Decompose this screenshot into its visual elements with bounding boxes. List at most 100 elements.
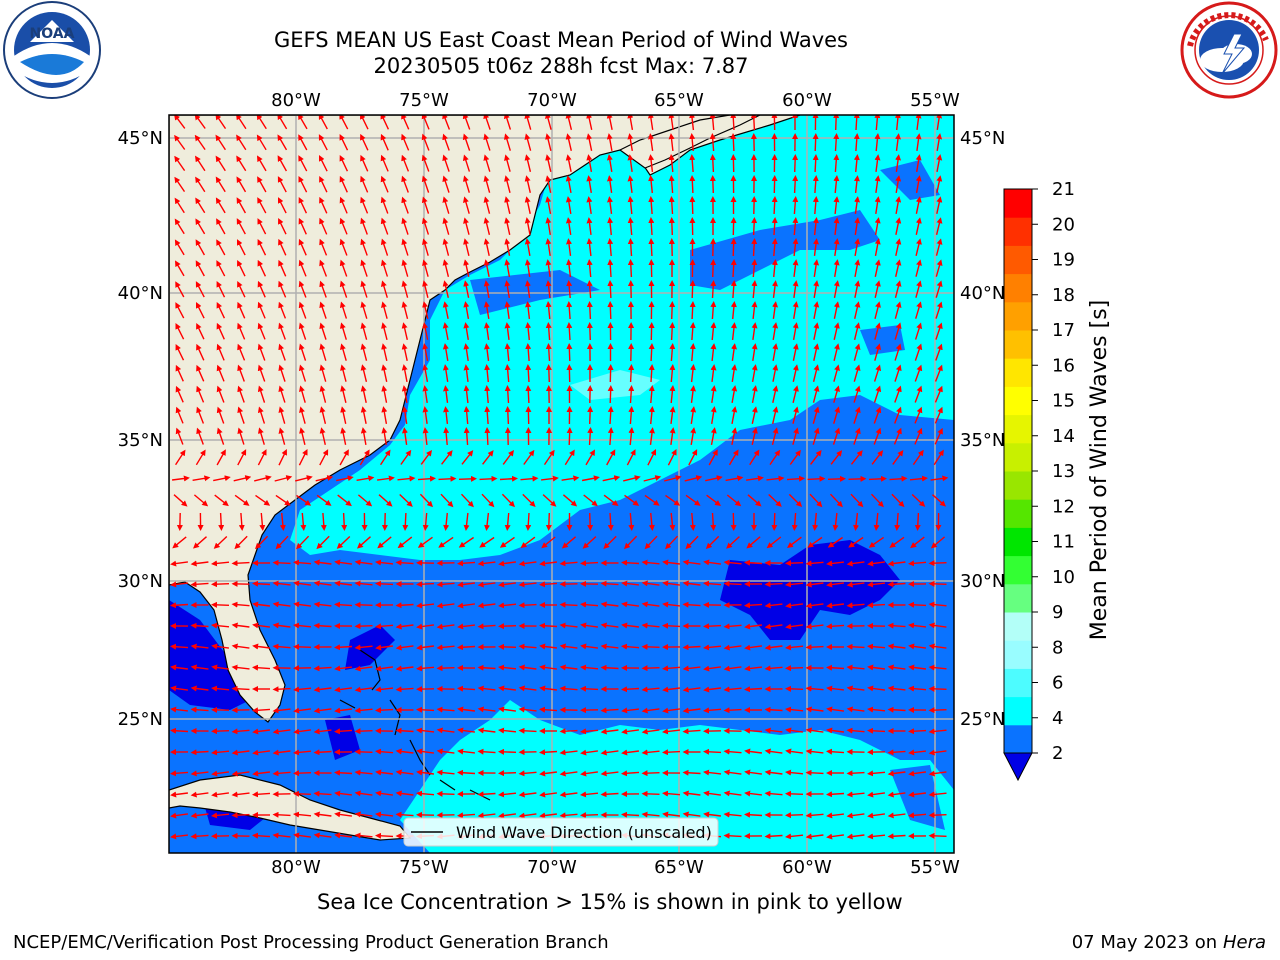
wave-direction-arrow	[914, 343, 923, 361]
wave-direction-arrow	[749, 449, 760, 466]
wave-direction-arrow	[682, 728, 701, 735]
wave-direction-arrow	[397, 475, 416, 482]
wave-direction-arrow	[627, 115, 634, 131]
wave-direction-arrow	[723, 623, 742, 630]
colorbar-tick-label: 13	[1052, 461, 1075, 482]
wave-direction-arrow	[170, 581, 188, 588]
lat-label-left: 40°N	[118, 283, 163, 304]
wave-direction-arrow	[914, 427, 923, 445]
wave-direction-arrow	[792, 238, 799, 257]
wave-direction-arrow	[442, 196, 450, 214]
wave-direction-arrow	[298, 238, 307, 256]
wave-direction-arrow	[932, 494, 946, 507]
wave-direction-arrow	[277, 155, 288, 172]
period-below-2-patch	[169, 600, 250, 710]
wave-direction-arrow	[665, 494, 681, 506]
wave-direction-arrow	[313, 707, 332, 714]
wave-direction-arrow	[751, 301, 758, 319]
wave-direction-arrow	[607, 217, 614, 236]
wave-direction-arrow	[586, 115, 593, 130]
wave-direction-arrow	[908, 728, 927, 735]
wave-direction-arrow	[602, 475, 621, 482]
wave-direction-arrow	[252, 749, 270, 756]
wave-direction-arrow	[685, 494, 701, 506]
wave-direction-arrow	[703, 707, 722, 714]
colorbar-segment	[1004, 724, 1032, 754]
wave-direction-arrow	[524, 133, 532, 151]
wave-direction-arrow	[354, 665, 373, 672]
wave-direction-arrow	[709, 133, 716, 152]
wave-direction-arrow	[375, 707, 394, 714]
wave-direction-arrow	[895, 259, 902, 277]
wave-direction-arrow	[173, 115, 186, 129]
wave-direction-arrow	[340, 343, 347, 361]
wave-direction-arrow	[278, 427, 286, 445]
wave-direction-arrow	[826, 706, 844, 713]
wave-direction-arrow	[354, 748, 373, 755]
wave-direction-arrow	[545, 175, 552, 193]
wave-direction-arrow	[381, 427, 388, 446]
wave-direction-arrow	[647, 133, 654, 151]
wave-direction-arrow	[826, 791, 845, 798]
wave-direction-arrow	[705, 535, 720, 550]
wave-direction-arrow	[216, 260, 226, 277]
wave-direction-arrow	[628, 364, 635, 383]
wave-direction-arrow	[272, 770, 291, 777]
wave-direction-arrow	[873, 512, 880, 531]
wave-direction-arrow	[649, 427, 655, 445]
wave-direction-arrow	[827, 475, 846, 482]
wave-direction-arrow	[293, 559, 312, 566]
wave-direction-arrow	[668, 133, 675, 151]
wave-direction-arrow	[518, 706, 537, 713]
colorbar-tick-label: 15	[1052, 391, 1075, 412]
wave-direction-arrow	[867, 727, 886, 734]
colorbar-tick-label: 6	[1052, 673, 1063, 694]
wave-direction-arrow	[194, 115, 206, 129]
colorbar-tick-label: 21	[1052, 179, 1075, 200]
wave-direction-arrow	[668, 154, 675, 173]
wave-direction-arrow	[850, 493, 864, 508]
wave-direction-arrow	[867, 602, 886, 609]
wave-direction-arrow	[484, 512, 491, 531]
wave-direction-arrow	[295, 475, 313, 482]
wave-direction-arrow	[297, 115, 308, 130]
wave-direction-arrow	[196, 322, 205, 340]
wave-direction-arrow	[477, 748, 496, 755]
wave-direction-arrow	[812, 406, 820, 424]
wave-direction-arrow	[586, 154, 593, 173]
wave-direction-arrow	[319, 301, 327, 319]
wave-direction-arrow	[662, 559, 680, 566]
wave-direction-arrow	[874, 175, 881, 193]
colorbar-tick-label: 8	[1052, 637, 1063, 658]
wave-direction-arrow	[525, 385, 532, 404]
colorbar-tick-label: 16	[1052, 355, 1075, 376]
colorbar-segment	[1004, 640, 1032, 669]
wave-direction-arrow	[723, 559, 742, 566]
wave-direction-arrow	[483, 301, 490, 320]
wave-direction-arrow	[648, 196, 655, 215]
wave-direction-arrow	[252, 728, 270, 735]
wave-direction-arrow	[723, 665, 742, 672]
wave-direction-arrow	[744, 623, 762, 630]
wave-direction-arrow	[580, 770, 598, 777]
wave-direction-arrow	[231, 643, 250, 650]
wave-direction-arrow	[462, 115, 471, 130]
wave-direction-arrow	[463, 259, 470, 277]
wave-direction-arrow	[895, 175, 902, 194]
wave-direction-arrow	[504, 364, 511, 383]
wave-direction-arrow	[422, 427, 429, 445]
wave-direction-arrow	[518, 581, 537, 588]
wave-direction-arrow	[846, 727, 865, 734]
wave-direction-arrow	[682, 707, 701, 714]
wave-direction-arrow	[545, 280, 552, 298]
date-line: 07 May 2023 on Hera	[1072, 932, 1266, 953]
wave-direction-arrow	[196, 364, 205, 382]
wave-direction-arrow	[915, 115, 922, 130]
wave-direction-arrow	[539, 643, 557, 650]
wave-direction-arrow	[874, 217, 881, 236]
wave-direction-arrow	[641, 622, 660, 629]
wave-direction-arrow	[853, 427, 861, 445]
wave-direction-arrow	[401, 196, 409, 214]
wave-direction-arrow	[662, 622, 681, 629]
wave-direction-arrow	[442, 217, 450, 235]
